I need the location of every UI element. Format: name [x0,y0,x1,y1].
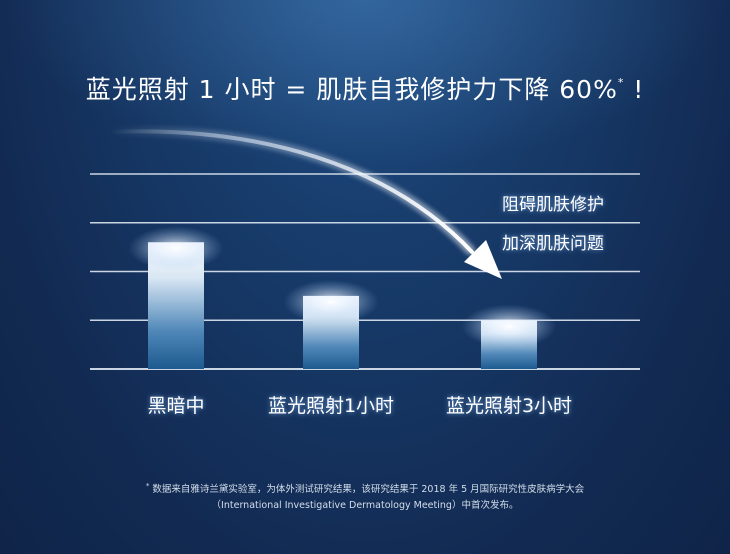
headline-footnote-marker: * [617,76,625,89]
bar-top-glow [461,304,557,349]
trend-arrow [105,126,502,279]
category-label: 蓝光照射3小时 [446,395,572,417]
footnote-line-1: * 数据来自雅诗兰黛实验室，为体外测试研究结果，该研究结果于 2018 年 5 … [0,478,730,498]
trend-arrow-shaft [108,129,474,254]
bar-top-glow [128,226,224,271]
category-labels: 黑暗中 蓝光照射1小时 蓝光照射3小时 [147,395,572,417]
headline-suffix: ! [624,75,645,104]
annotation-text: 阻碍肌肤修护 [502,195,604,215]
footnote-text-1: 数据来自雅诗兰黛实验室，为体外测试研究结果，该研究结果于 2018 年 5 月国… [149,484,585,495]
footnote-marker: * [145,482,150,490]
trend-arrow-head [464,240,502,279]
footnote-line-2: （International Investigative Dermatology… [211,500,519,511]
footnote: * 数据来自雅诗兰黛实验室，为体外测试研究结果，该研究结果于 2018 年 5 … [0,478,730,514]
annotation-text: 加深肌肤问题 [502,234,604,254]
bars [128,226,557,369]
headline: 蓝光照射 1 小时 = 肌肤自我修护力下降 60%* ! [0,70,730,106]
category-label: 蓝光照射1小时 [268,395,394,417]
category-label: 黑暗中 [147,395,204,417]
headline-text: 蓝光照射 1 小时 = 肌肤自我修护力下降 60% [85,75,618,104]
bar-top-glow [283,279,379,324]
